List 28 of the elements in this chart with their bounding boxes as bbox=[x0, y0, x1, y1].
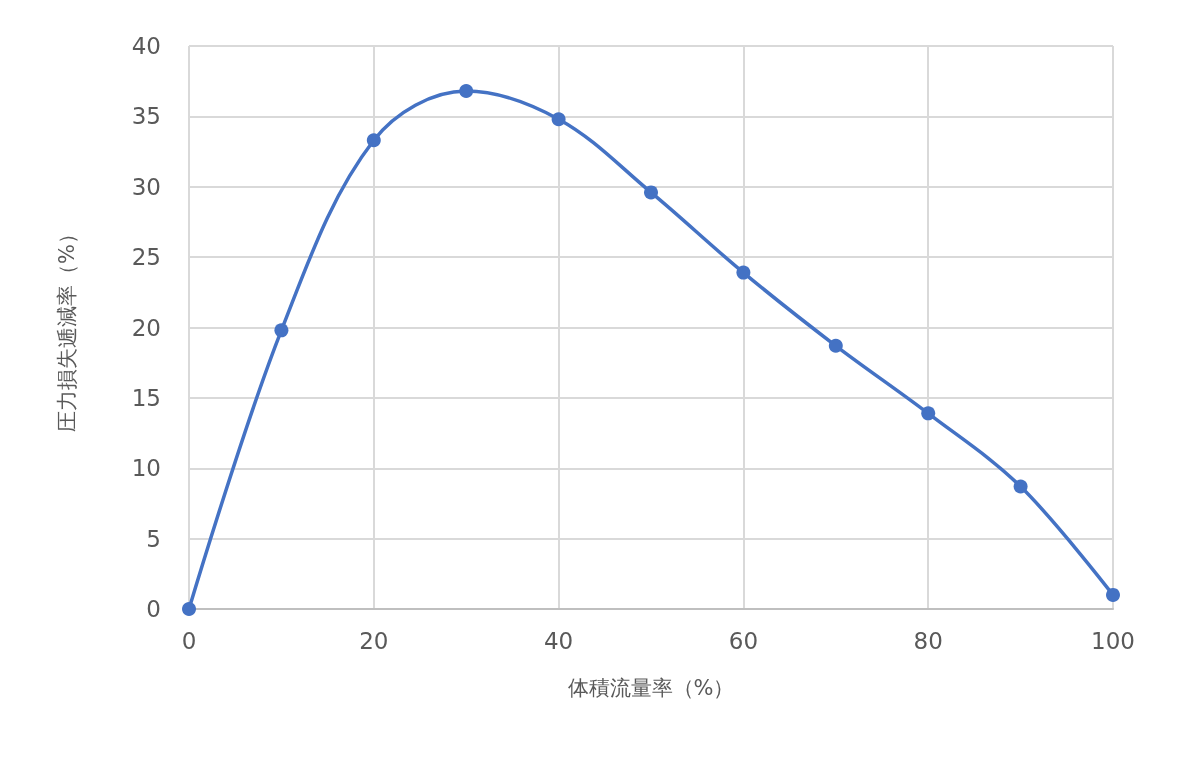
point bbox=[644, 185, 658, 200]
x-tick-label: 40 bbox=[543, 627, 574, 654]
y-tick-label: 5 bbox=[146, 525, 161, 552]
point bbox=[366, 133, 381, 148]
y-tick-label: 15 bbox=[131, 384, 161, 411]
y-tick-label: 40 bbox=[131, 33, 161, 59]
point bbox=[551, 112, 566, 127]
point bbox=[828, 338, 843, 353]
x-axis-title: 体積流量率（%） bbox=[567, 675, 735, 700]
x-tick-label: 20 bbox=[359, 627, 389, 654]
x-tick-label: 100 bbox=[1091, 627, 1135, 654]
x-tick-label: 0 bbox=[181, 627, 197, 654]
y-tick-label: 0 bbox=[146, 596, 161, 622]
point bbox=[1106, 587, 1120, 602]
point bbox=[921, 406, 936, 421]
point bbox=[459, 84, 474, 99]
y-tick-label: 10 bbox=[131, 455, 161, 482]
point bbox=[1013, 479, 1028, 494]
x-tick-label: 60 bbox=[728, 627, 759, 654]
y-tick-label: 25 bbox=[131, 244, 161, 271]
point bbox=[736, 265, 751, 280]
y-tick-label: 35 bbox=[131, 103, 161, 130]
y-tick-label: 30 bbox=[131, 173, 161, 200]
point bbox=[182, 602, 196, 616]
x-tick-label: 80 bbox=[913, 627, 943, 654]
point bbox=[274, 323, 289, 338]
y-tick-label: 20 bbox=[131, 314, 161, 341]
y-axis-title: 圧力損失逓減率（%） bbox=[54, 223, 79, 432]
